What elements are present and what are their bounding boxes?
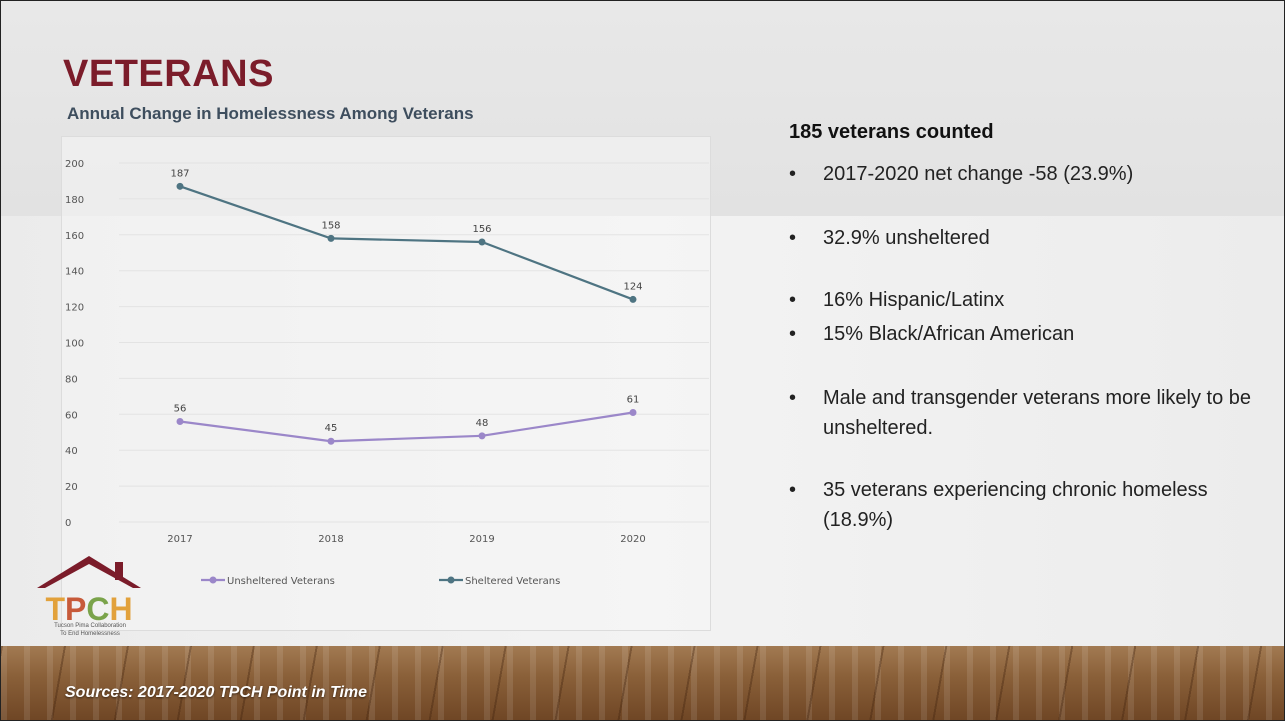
tpch-logo: TPCH [37, 556, 141, 627]
data-point [327, 437, 335, 445]
bullet-text: 35 veterans experiencing chronic homeles… [823, 479, 1208, 531]
data-label: 61 [627, 395, 640, 406]
data-label: 187 [170, 168, 189, 179]
series-line [179, 185, 634, 301]
data-label: 56 [174, 403, 187, 414]
data-label: 158 [321, 220, 340, 231]
x-tick-label: 2017 [167, 534, 192, 545]
sources-note: Sources: 2017-2020 TPCH Point in Time [65, 684, 368, 701]
slide-title: VETERANS [63, 53, 274, 95]
data-point [478, 238, 486, 246]
legend-marker [209, 576, 217, 584]
y-tick-label: 120 [65, 303, 84, 314]
x-tick-label: 2018 [318, 534, 343, 545]
data-label: 156 [472, 224, 491, 235]
bullet-text: 15% Black/African American [823, 323, 1075, 345]
logo-chimney-icon [115, 562, 123, 580]
y-tick-label: 180 [65, 195, 84, 206]
data-point [176, 417, 184, 425]
data-label: 45 [325, 423, 338, 434]
legend-label: Sheltered Veterans [465, 576, 560, 587]
logo-letters: TPCH [45, 591, 132, 627]
x-tick-label: 2019 [469, 534, 494, 545]
bullet-text: Male and transgender veterans more likel… [823, 387, 1252, 439]
bullet-text: 16% Hispanic/Latinx [823, 289, 1005, 311]
bullet-text: 32.9% unsheltered [823, 227, 990, 249]
bullet-dot: • [789, 387, 797, 409]
legend-label: Unsheltered Veterans [227, 576, 335, 587]
bullet-dot: • [789, 479, 797, 501]
bullet-dot: • [789, 289, 797, 311]
data-point [478, 432, 486, 440]
data-point [327, 234, 335, 242]
line-chart: 0 20 40 60 80 100 120 140 160 180 200 2017 2018 2019 2… [65, 159, 709, 587]
y-tick-label: 160 [65, 231, 84, 242]
y-tick-label: 60 [65, 410, 78, 421]
data-point [629, 295, 637, 303]
y-tick-label: 0 [65, 518, 71, 529]
y-tick-label: 40 [65, 446, 78, 457]
x-tick-label: 2020 [620, 534, 645, 545]
headline-stat: 185 veterans counted [789, 121, 994, 143]
data-label: 124 [623, 281, 642, 292]
chart-title: Annual Change in Homelessness Among Vete… [67, 104, 474, 123]
logo-tagline: Tucson Pima Collaboration To End Homeles… [35, 622, 145, 638]
logo-roof-icon [37, 556, 141, 588]
y-tick-label: 100 [65, 339, 84, 350]
y-tick-label: 200 [65, 159, 84, 170]
y-tick-label: 80 [65, 374, 78, 385]
wood-floor-decoration [1, 646, 1284, 720]
data-point [176, 182, 184, 190]
bullet-text: 2017-2020 net change -58 (23.9%) [823, 163, 1134, 185]
chart-area [61, 136, 711, 631]
y-tick-label: 140 [65, 267, 84, 278]
logo-tagline-line1: Tucson Pima Collaboration [54, 623, 126, 629]
bullet-dot: • [789, 227, 797, 249]
data-point [629, 409, 637, 417]
logo-tagline-line2: To End Homelessness [60, 631, 120, 637]
y-tick-label: 20 [65, 482, 78, 493]
series-line [179, 411, 634, 443]
legend-marker [447, 576, 455, 584]
bullet-dot: • [789, 163, 797, 185]
data-label: 48 [476, 418, 489, 429]
bullet-dot: • [789, 323, 797, 345]
